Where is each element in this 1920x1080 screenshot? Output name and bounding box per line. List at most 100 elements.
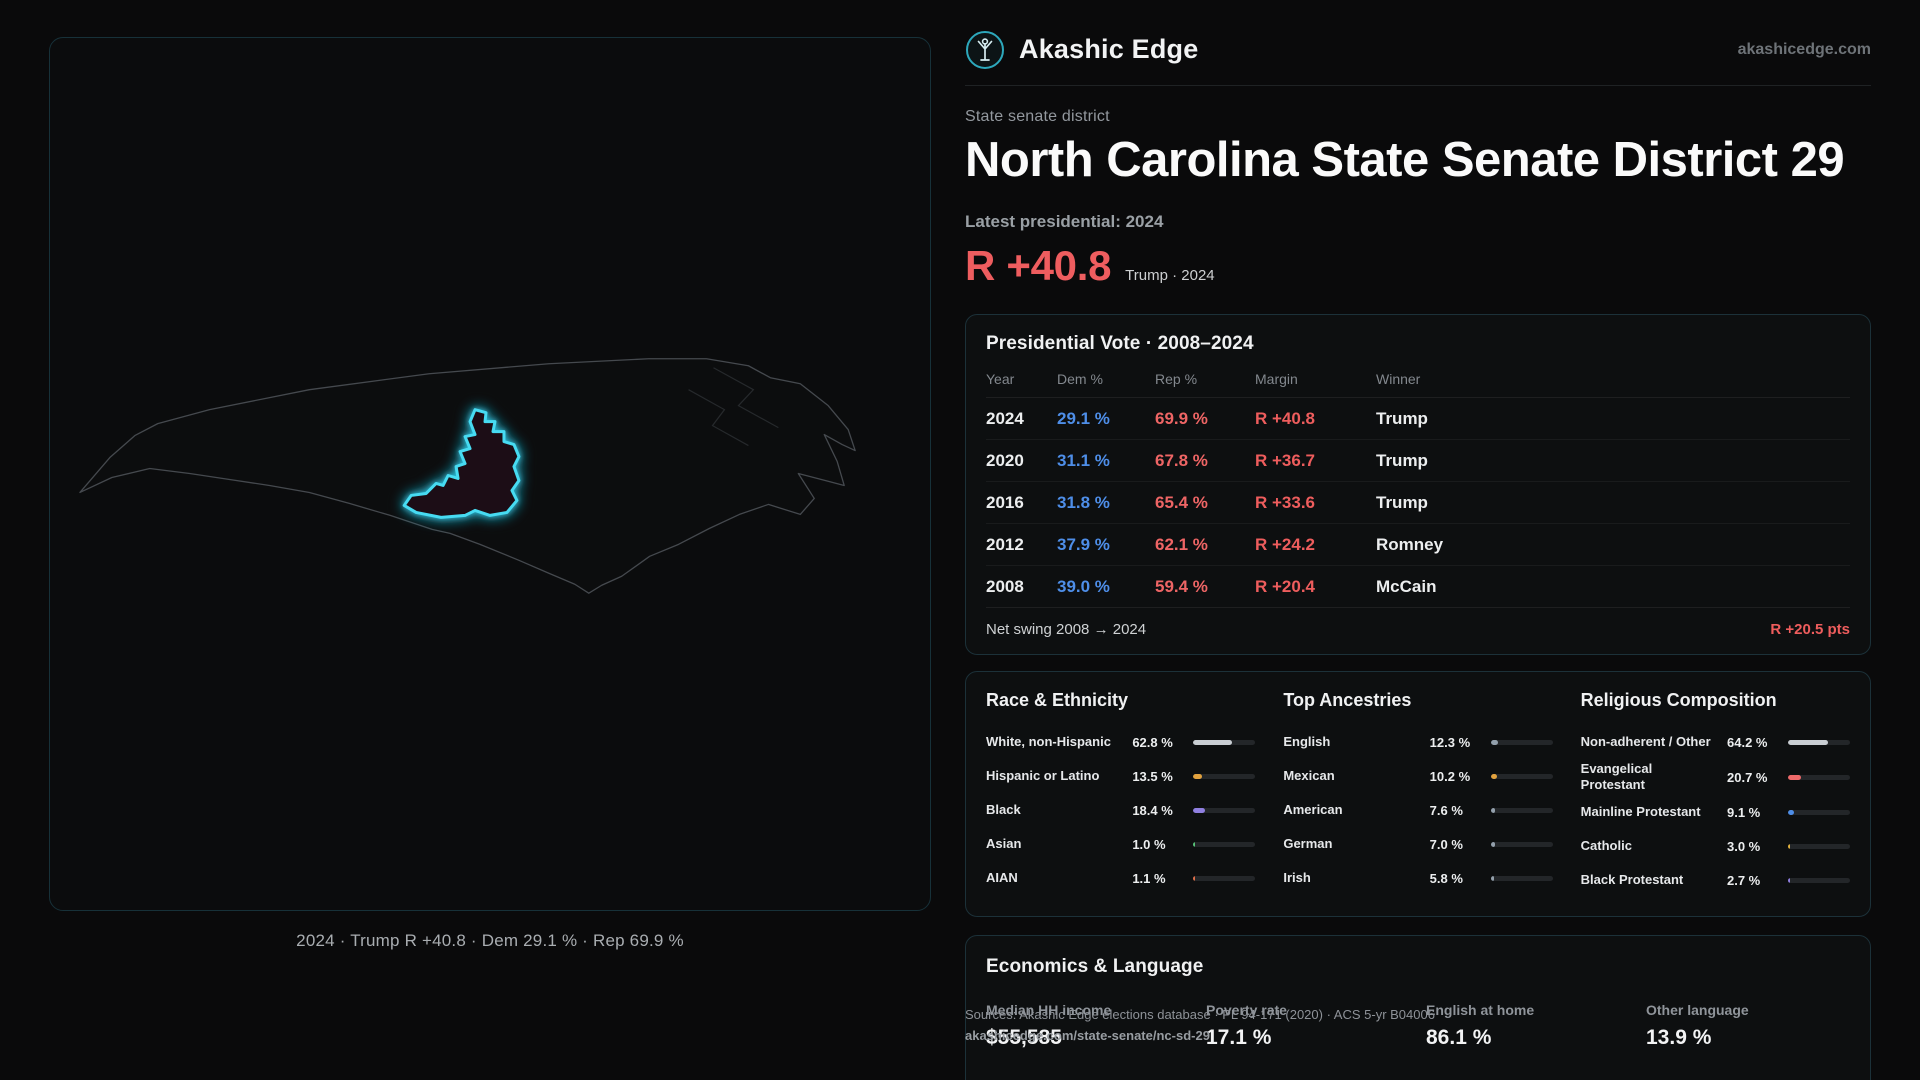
header: Akashic Edge akashicedge.com — [965, 28, 1871, 86]
race-row: Hispanic or Latino 13.5 % — [986, 761, 1256, 791]
column-header: Year — [986, 371, 1015, 387]
top-ancestries-title: Top Ancestries — [1283, 690, 1412, 710]
demo-bar-fill — [1490, 773, 1497, 779]
demo-row-value: 18.4 % — [1132, 802, 1173, 818]
demo-row-label: Mexican — [1283, 767, 1335, 783]
cell-rep-pct: 59.4 % — [1155, 576, 1208, 596]
cell-rep-pct: 62.1 % — [1155, 534, 1208, 554]
demo-row-value: 13.5 % — [1132, 768, 1173, 784]
economics-panel-title: Economics & Language — [986, 955, 1204, 977]
demo-row-label: Hispanic or Latino — [986, 767, 1100, 783]
demo-row-label: Black — [986, 801, 1021, 817]
demo-bar-track — [1788, 739, 1850, 745]
demo-row-label: American — [1283, 801, 1343, 817]
column-header: Winner — [1376, 371, 1421, 387]
pres-table-row: 2020 31.1 % 67.8 % R +36.7 Trump — [986, 440, 1850, 482]
econ-stat-value: $55,585 — [986, 1025, 1062, 1049]
net-swing-label: Net swing 2008 → 2024 — [986, 621, 1147, 638]
demo-bar-track — [1490, 841, 1553, 847]
demo-bar-fill — [1193, 739, 1233, 745]
demo-row-label: Mainline Protestant — [1580, 804, 1701, 820]
ancestry-row: American 7.6 % — [1283, 795, 1553, 825]
demo-bar-fill — [1490, 739, 1499, 745]
religion-row: Mainline Protestant 9.1 % — [1581, 798, 1850, 828]
demo-bar-fill — [1490, 841, 1495, 847]
race-row: Black 18.4 % — [986, 795, 1256, 825]
demo-row-value: 10.2 % — [1429, 768, 1471, 784]
cell-margin: R +36.7 — [1255, 450, 1316, 470]
econ-stat-label: Other language — [1646, 1001, 1749, 1018]
demo-row-value: 20.7 % — [1727, 769, 1768, 785]
econ-stat-value: 17.1 % — [1206, 1025, 1272, 1049]
cell-margin: R +40.8 — [1255, 408, 1316, 428]
religion-row: Evangelical Protestant 20.7 % — [1581, 761, 1850, 794]
econ-stat-value: 86.1 % — [1426, 1025, 1492, 1049]
demo-bar-track — [1788, 810, 1850, 815]
pres-table-row: 2008 39.0 % 59.4 % R +20.4 McCain — [986, 566, 1850, 608]
demo-row-label: AIAN — [986, 869, 1018, 885]
demo-row-value: 5.8 % — [1429, 870, 1463, 886]
race-ethnicity-title: Race & Ethnicity — [986, 690, 1129, 710]
cell-dem-pct: 31.1 % — [1057, 450, 1110, 470]
demo-bar-track — [1490, 875, 1553, 881]
demo-bar-fill — [1193, 841, 1195, 847]
demo-row-value: 1.1 % — [1132, 870, 1166, 886]
ancestry-row: English 12.3 % — [1283, 727, 1553, 757]
race-row: White, non-Hispanic 62.8 % — [986, 727, 1256, 757]
demo-bar-fill — [1193, 807, 1205, 813]
ancestry-row: German 7.0 % — [1283, 829, 1553, 859]
coastal-detail — [688, 389, 749, 447]
presidential-table: Year Dem % Rep % Margin Winner 2024 29.1 % 69.… — [986, 371, 1850, 608]
demo-row-value: 64.2 % — [1727, 734, 1768, 750]
demo-bar-fill — [1788, 810, 1794, 815]
top-ancestries-section: Top Ancestries English 12.3 % Mexican 10.2 … — [1283, 690, 1553, 897]
demo-bar-fill — [1490, 875, 1495, 881]
econ-stat: English at home 86.1 % — [1426, 1002, 1630, 1050]
presidential-vote-panel: Presidential Vote · 2008–2024 Year Dem % R… — [965, 314, 1871, 655]
cell-rep-pct: 65.4 % — [1155, 492, 1208, 512]
latest-presidential-label: Latest presidential: 2024 — [965, 212, 1164, 231]
demo-row-value: 7.0 % — [1429, 836, 1463, 852]
demo-row-value: 7.6 % — [1429, 802, 1463, 818]
demo-bar-track — [1490, 773, 1553, 779]
demo-bar-track — [1193, 875, 1256, 881]
map-column: 2024 · Trump R +40.8 · Dem 29.1 % · Rep … — [49, 37, 931, 951]
cell-dem-pct: 29.1 % — [1057, 408, 1110, 428]
cell-margin: R +24.2 — [1255, 534, 1316, 554]
pres-table-row: 2012 37.9 % 62.1 % R +24.2 Romney — [986, 524, 1850, 566]
net-swing-row: Net swing 2008 → 2024 R +20.5 pts — [986, 621, 1850, 638]
district-shape — [402, 408, 521, 519]
demo-row-value: 2.7 % — [1727, 873, 1761, 888]
north-carolina-map — [79, 358, 856, 594]
demo-bar-fill — [1788, 878, 1790, 883]
pres-table-row: 2016 31.8 % 65.4 % R +33.6 Trump — [986, 482, 1850, 524]
economics-stats: Median HH income $55,585 Poverty rate 17.1 … — [986, 1002, 1850, 1050]
page-title: North Carolina State Senate District 29 — [965, 133, 1845, 187]
demo-row-value: 3.0 % — [1727, 839, 1761, 854]
headline-margin-row: R +40.8 Trump · 2024 — [965, 242, 1871, 290]
economics-language-panel: Economics & Language Median HH income $55… — [965, 934, 1871, 1080]
cell-winner: Trump — [1376, 408, 1428, 428]
cell-winner: McCain — [1376, 576, 1437, 596]
headline-margin-context: Trump · 2024 — [1125, 267, 1215, 284]
ancestry-row: Mexican 10.2 % — [1283, 761, 1553, 791]
econ-stat-label: English at home — [1426, 1001, 1535, 1018]
cell-year: 2016 — [986, 492, 1024, 512]
demo-bar-track — [1193, 807, 1256, 813]
brand-domain-link[interactable]: akashicedge.com — [1737, 40, 1871, 58]
race-ethnicity-section: Race & Ethnicity White, non-Hispanic 62.8… — [986, 690, 1256, 897]
brand-logo-icon — [966, 30, 1004, 69]
cell-dem-pct: 31.8 % — [1057, 492, 1110, 512]
demo-row-label: Irish — [1283, 869, 1311, 885]
cell-rep-pct: 67.8 % — [1155, 450, 1208, 470]
demo-bar-track — [1193, 841, 1256, 847]
map-caption: 2024 · Trump R +40.8 · Dem 29.1 % · Rep … — [296, 931, 684, 950]
demo-bar-fill — [1193, 773, 1202, 779]
religious-composition-section: Religious Composition Non-adherent / Oth… — [1581, 690, 1850, 900]
presidential-table-header: Year Dem % Rep % Margin Winner — [986, 371, 1850, 398]
demo-bar-track — [1490, 807, 1553, 813]
econ-stat-label: Poverty rate — [1206, 1001, 1287, 1018]
demo-bar-fill — [1193, 875, 1195, 881]
column-header: Rep % — [1155, 371, 1198, 387]
demo-bar-track — [1788, 844, 1850, 849]
